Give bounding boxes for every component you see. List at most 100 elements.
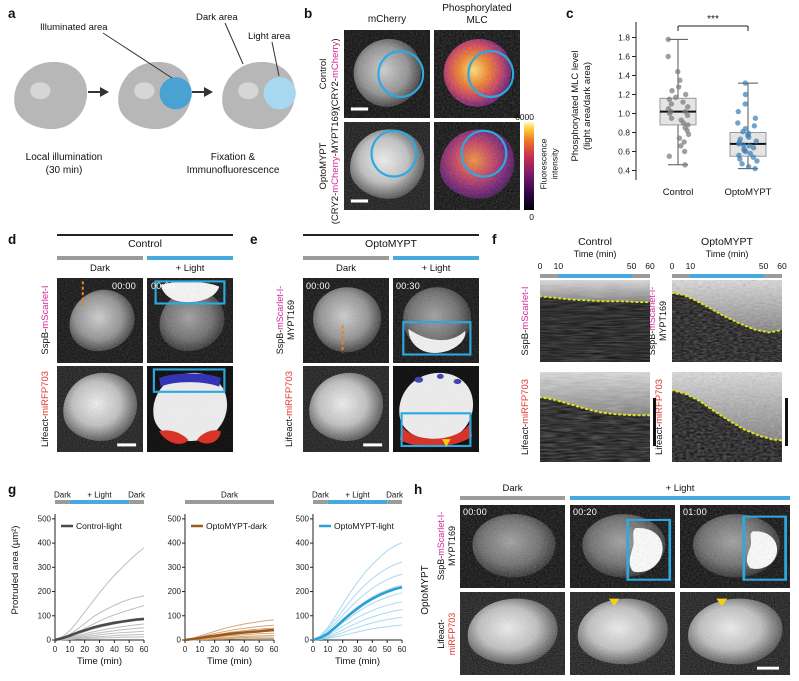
y-tick-label: 100 <box>168 611 182 620</box>
graphic-element: miRFP703 <box>447 613 458 656</box>
y-tick-label: 1.2 <box>618 90 630 100</box>
graphic-element: SspB-mScarlet-I- <box>436 512 447 581</box>
micrograph-e-light-lifeact <box>393 366 479 452</box>
label-part: mScarlet-I- <box>274 285 285 330</box>
micrograph-image <box>540 372 650 462</box>
data-point <box>742 91 749 98</box>
label-part: MYPT169 <box>658 300 668 342</box>
graphic-element: Lifeact-miRFP703 <box>654 379 666 455</box>
pointer-illuminated <box>102 32 173 79</box>
data-point <box>677 77 683 83</box>
label-part: miRFP703 <box>40 370 52 416</box>
graphic-element: MYPT169 <box>286 286 297 355</box>
kymograph-optomypt-lifeact <box>672 372 782 462</box>
individual-trace <box>185 638 274 641</box>
data-point <box>739 161 745 167</box>
roi-circle <box>467 50 515 98</box>
phase-bar <box>185 500 274 504</box>
data-point <box>750 145 757 151</box>
f-time-ticks: 0 10 50 60 <box>538 261 655 271</box>
label-part: Fluorescence <box>538 138 549 190</box>
y-tick-label: 500 <box>168 514 182 523</box>
x-tick-label: 40 <box>368 645 377 654</box>
individual-trace <box>54 595 145 641</box>
micrograph-image <box>344 122 430 210</box>
graphic-element: SspB-mScarlet-I- <box>275 286 286 355</box>
x-tick-label: 50 <box>255 645 264 654</box>
dark-bar <box>303 256 389 260</box>
data-point <box>753 138 759 144</box>
annotation-dark-area: Dark area <box>196 12 238 23</box>
scale-bar <box>117 443 137 447</box>
light-bar <box>393 256 479 260</box>
graphic-element: Lifeact-miRFP703 <box>520 379 532 455</box>
x-tick-label: 60 <box>140 645 148 654</box>
y-tick-label: 400 <box>168 539 182 548</box>
data-point <box>752 115 759 121</box>
graphic-element: (CRY2-mCherry-MYPT169) <box>330 108 342 225</box>
noise-texture <box>680 592 790 675</box>
data-point <box>685 122 691 128</box>
micrograph-image <box>460 505 565 588</box>
light-label: + Light <box>175 263 205 274</box>
data-point <box>751 123 758 129</box>
timestamp: 00:30 <box>396 281 421 291</box>
phase-label: Dark <box>386 491 404 500</box>
micrograph-d-dark-lifeact <box>57 366 143 452</box>
y-tick-label: 0 <box>177 636 182 645</box>
y-tick-label: 300 <box>38 563 52 572</box>
data-point <box>737 136 743 142</box>
f-time-label: Time (min) <box>573 249 617 259</box>
panel-label-d: d <box>8 232 17 247</box>
x-tick-label: 60 <box>398 645 406 654</box>
noise-texture <box>434 122 520 210</box>
label-part: MYPT169 <box>286 299 296 341</box>
d-row1-label: SspB-mScarlet-I <box>40 285 52 354</box>
data-point <box>747 150 754 157</box>
noise-texture <box>570 592 675 675</box>
label-part: SspB- <box>520 329 532 356</box>
x-tick-label: 50 <box>125 645 134 654</box>
e-title: OptoMYPT <box>365 238 417 250</box>
y-tick-label: 1.0 <box>618 109 630 119</box>
light-area-circle <box>263 77 296 110</box>
pointer-dark <box>224 22 244 65</box>
noise-texture <box>680 505 790 588</box>
col-header-mcherry: mCherry <box>367 14 407 25</box>
condition-overline <box>303 234 479 236</box>
graphic-element <box>204 87 213 97</box>
light-label: + Light <box>665 483 695 494</box>
legend-label: OptoMYPT-light <box>334 521 395 531</box>
dark-label: Dark <box>335 263 357 274</box>
data-point <box>668 115 675 121</box>
individual-trace <box>312 561 403 641</box>
data-point <box>666 96 673 102</box>
panel-label-e: e <box>250 232 258 247</box>
individual-trace <box>312 609 403 641</box>
noise-texture <box>303 278 389 363</box>
phase-label: Dark <box>128 491 146 500</box>
x-tick-label: 0 <box>183 645 188 654</box>
f-light-bar <box>672 274 782 278</box>
data-point <box>678 117 684 123</box>
panel-label-g: g <box>8 482 17 497</box>
phase-label: Dark <box>312 491 330 500</box>
data-point <box>665 53 671 60</box>
micrograph-image <box>672 280 782 362</box>
label-part: Phosphorylated MLC level <box>570 50 582 162</box>
micrograph-image <box>393 366 479 452</box>
x-tick-label: 20 <box>80 645 89 654</box>
f-time-ticks: 0 10 50 60 <box>670 261 787 271</box>
h-side-label: OptoMYPT <box>419 565 431 615</box>
f-c2-row2-label: Lifeact-miRFP703 <box>654 379 666 455</box>
phase-bar <box>55 500 70 504</box>
x-axis-label: Time (min) <box>335 656 380 667</box>
kymograph-control-sspb <box>540 280 650 362</box>
f-col1-title: Control <box>578 236 612 248</box>
y-tick-label: 0 <box>305 636 310 645</box>
phase-label: Dark <box>54 491 72 500</box>
time-tick: 10 <box>685 261 696 271</box>
micrograph-image <box>303 366 389 452</box>
data-point <box>746 143 752 149</box>
y-tick-label: 0 <box>47 636 52 645</box>
